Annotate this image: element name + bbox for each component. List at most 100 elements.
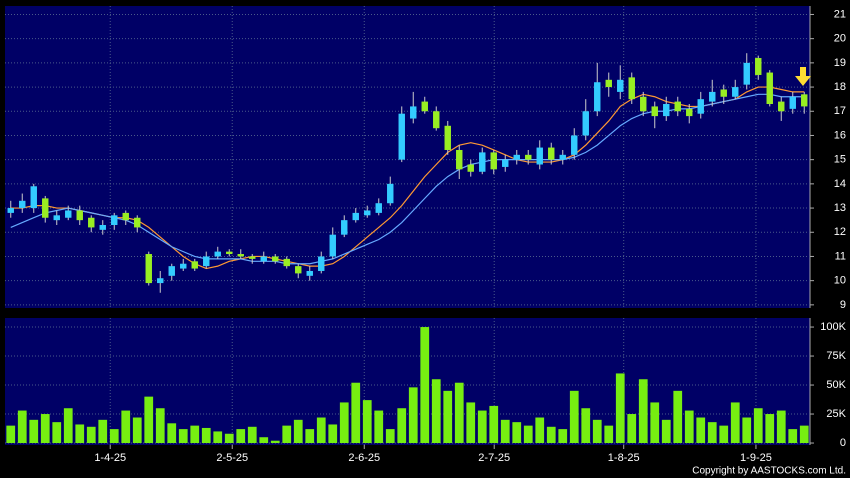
candle-body (306, 270, 313, 276)
volume-bar (707, 422, 717, 444)
volume-bar (500, 419, 510, 444)
candle-body (145, 254, 152, 284)
volume-bar (339, 402, 349, 444)
y-tick-label: 16 (834, 129, 846, 141)
candle-body (559, 154, 566, 160)
volume-bar (489, 405, 499, 444)
candle-body (65, 210, 72, 218)
volume-bar (316, 417, 326, 444)
y-tick-label: 19 (834, 57, 846, 69)
x-tick-label: 2-7-25 (478, 452, 510, 464)
candle-body (398, 113, 405, 160)
volume-bar (776, 410, 786, 444)
candle-body (42, 198, 49, 218)
volume-bar (535, 417, 545, 444)
y-tick-label: 0 (840, 437, 846, 449)
candle-body (30, 186, 37, 209)
candle-body (76, 210, 83, 221)
candle-body (548, 147, 555, 160)
candle-body (226, 251, 233, 255)
volume-bar (650, 402, 660, 444)
candle-body (697, 99, 704, 114)
volume-bar (132, 417, 142, 444)
volume-bar (75, 424, 85, 444)
candle-body (651, 106, 658, 117)
volume-bar (328, 424, 338, 444)
candle-body (720, 89, 727, 97)
volume-bar (109, 429, 119, 444)
x-tick-label: 2-5-25 (216, 452, 248, 464)
y-tick-label: 20 (834, 33, 846, 45)
volume-bar (627, 414, 637, 444)
volume-bar (753, 408, 763, 444)
copyright: Copyright by AASTOCKS.com Ltd. (692, 466, 846, 477)
candle-body (260, 256, 267, 262)
candle-body (444, 125, 451, 150)
candle-body (387, 183, 394, 204)
y-tick-label: 50K (826, 379, 846, 391)
volume-bar (236, 429, 246, 444)
candle-body (410, 106, 417, 119)
x-tick-label: 2-6-25 (348, 452, 380, 464)
candle-body (341, 220, 348, 235)
candle-body (191, 261, 198, 269)
volume-bar (63, 408, 73, 444)
y-tick-label: 14 (834, 178, 846, 190)
volume-bar (546, 426, 556, 444)
volume-bar (788, 429, 798, 444)
volume-bar (661, 419, 671, 444)
volume-bar (270, 440, 280, 444)
candle-body (88, 217, 95, 228)
candle-body (122, 212, 129, 221)
volume-bar (696, 417, 706, 444)
moving-average (10, 93, 805, 265)
volume-bar (247, 426, 257, 444)
y-tick-label: 11 (835, 250, 846, 262)
volume-bar (259, 437, 269, 444)
volume-bar (443, 390, 453, 444)
volume-bar (604, 425, 614, 444)
volume-bar (167, 423, 177, 444)
volume-bar (397, 408, 407, 444)
volume-bar (466, 402, 476, 444)
volume-bar (374, 410, 384, 444)
volume-bar (351, 382, 361, 444)
volume-bar (799, 425, 809, 444)
candle-body (99, 224, 106, 230)
candle-body (421, 101, 428, 112)
candle-body (111, 215, 118, 225)
volume-bar (408, 387, 418, 444)
volume-bar (385, 429, 395, 444)
volume-bar (615, 373, 625, 444)
y-tick-label: 25K (826, 408, 846, 420)
candle-body (249, 256, 256, 259)
candle-body (214, 251, 221, 257)
volume-bar (155, 408, 165, 444)
candle-body (674, 101, 681, 112)
volume-bar (638, 379, 648, 444)
volume-bar (98, 419, 108, 444)
y-tick-label: 21 (834, 8, 846, 20)
candle-body (766, 72, 773, 105)
candle-body (364, 210, 371, 216)
candle-body (789, 96, 796, 109)
candle-body (686, 108, 693, 117)
candle-body (605, 79, 612, 88)
volume-bar (362, 400, 372, 444)
candle-body (203, 256, 210, 267)
candle-body (594, 82, 601, 112)
candle-body (295, 266, 302, 274)
y-tick-label: 18 (834, 81, 846, 93)
candle-body (7, 208, 14, 213)
volume-bar (730, 402, 740, 444)
candle-body (180, 263, 187, 269)
volume-bar (17, 410, 27, 444)
volume-bar (454, 382, 464, 444)
candle-body (502, 159, 509, 167)
moving-average (10, 86, 805, 270)
volume-bar (86, 426, 96, 444)
volume-bar (523, 425, 533, 444)
volume-bar (52, 422, 62, 444)
candle-body (582, 111, 589, 136)
candle-body (272, 256, 279, 262)
